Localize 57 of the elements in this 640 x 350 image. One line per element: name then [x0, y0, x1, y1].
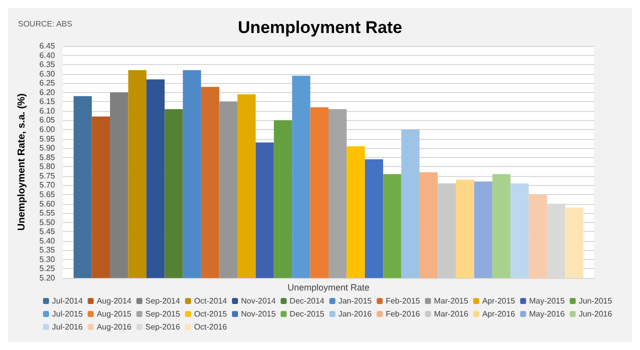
- y-tick-label: 5.55: [39, 208, 56, 218]
- y-tick-label: 5.35: [39, 246, 56, 255]
- y-tick-label: 5.85: [39, 152, 56, 162]
- y-tick-label: 5.90: [39, 144, 56, 153]
- y-tick-label: 6.30: [39, 69, 56, 78]
- y-tick-label: 6.45: [39, 42, 56, 50]
- legend-label: May-2016: [529, 310, 566, 318]
- legend-label: Sep-2014: [145, 296, 181, 306]
- legend-label: Dec-2014: [290, 296, 325, 306]
- y-tick-label: 5.50: [39, 218, 56, 227]
- legend-label: Jul-2016: [52, 322, 84, 332]
- y-tick-label: 5.20: [39, 274, 56, 282]
- legend-label: Aug-2015: [96, 310, 132, 318]
- y-tick-label: 6.20: [39, 88, 56, 97]
- legend-label: Feb-2016: [386, 310, 421, 318]
- y-tick-label: 5.95: [39, 134, 56, 144]
- legend-label: Apr-2016: [482, 310, 516, 318]
- y-tick-label: 6.40: [39, 50, 56, 60]
- legend-label: Jan-2015: [338, 296, 372, 306]
- y-tick-label: 5.25: [39, 264, 56, 274]
- legend-label: Oct-2014: [194, 296, 228, 306]
- legend-label: Sep-2015: [145, 310, 181, 318]
- y-tick-label: 5.70: [39, 180, 56, 190]
- legend-label: Sep-2016: [145, 322, 181, 332]
- legend-label: Jun-2016: [578, 310, 613, 318]
- chart-title: Unemployment Rate: [238, 18, 402, 37]
- legend-label: Jun-2015: [578, 296, 613, 306]
- y-tick-label: 5.60: [39, 199, 56, 208]
- y-tick-label: 5.80: [39, 162, 56, 172]
- y-tick-label: 5.45: [39, 227, 56, 236]
- legend-label: Aug-2014: [96, 296, 132, 306]
- legend-label: Feb-2015: [386, 296, 421, 306]
- legend-label: Mar-2016: [434, 310, 469, 318]
- legend-label: Mar-2015: [434, 296, 469, 306]
- y-axis-title: Unemployment Rate, s.a. (%): [16, 93, 28, 231]
- legend-label: Nov-2015: [240, 310, 276, 318]
- legend-label: Jul-2015: [52, 310, 84, 318]
- y-tick-label: 6.35: [39, 60, 56, 70]
- y-tick-label: 6.05: [39, 116, 56, 125]
- legend-label: May-2015: [529, 296, 566, 306]
- y-tick-label: 5.75: [39, 171, 56, 180]
- source-note: SOURCE: ABS: [18, 20, 72, 28]
- legend-label: Aug-2016: [96, 322, 132, 332]
- y-tick-label: 6.00: [39, 125, 56, 134]
- y-tick-label: 5.65: [39, 190, 56, 199]
- y-tick-label: 6.25: [39, 78, 56, 88]
- y-tick-label: 5.40: [39, 236, 56, 246]
- legend-label: Oct-2015: [194, 310, 228, 318]
- legend-label: Apr-2015: [482, 296, 516, 306]
- legend-label: Oct-2016: [194, 322, 228, 332]
- legend-label: Jul-2014: [52, 296, 84, 306]
- y-tick-label: 6.10: [39, 106, 56, 116]
- legend-label: Nov-2014: [240, 296, 276, 306]
- legend-label: Dec-2015: [290, 310, 325, 318]
- y-tick-label: 5.30: [39, 254, 56, 264]
- y-tick-label: 6.15: [39, 97, 56, 106]
- legend-label: Jan-2016: [338, 310, 372, 318]
